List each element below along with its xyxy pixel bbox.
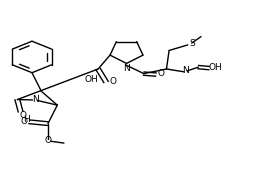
Text: N: N: [182, 66, 189, 75]
Text: O: O: [109, 77, 116, 86]
Text: N: N: [33, 95, 39, 104]
Text: OH: OH: [84, 75, 98, 84]
Text: O: O: [44, 136, 51, 145]
Text: S: S: [190, 39, 195, 49]
Text: N: N: [123, 64, 130, 73]
Text: O: O: [20, 111, 27, 120]
Text: H: H: [23, 115, 30, 124]
Text: OH: OH: [208, 63, 222, 72]
Text: O: O: [158, 69, 165, 78]
Text: O: O: [20, 117, 27, 126]
